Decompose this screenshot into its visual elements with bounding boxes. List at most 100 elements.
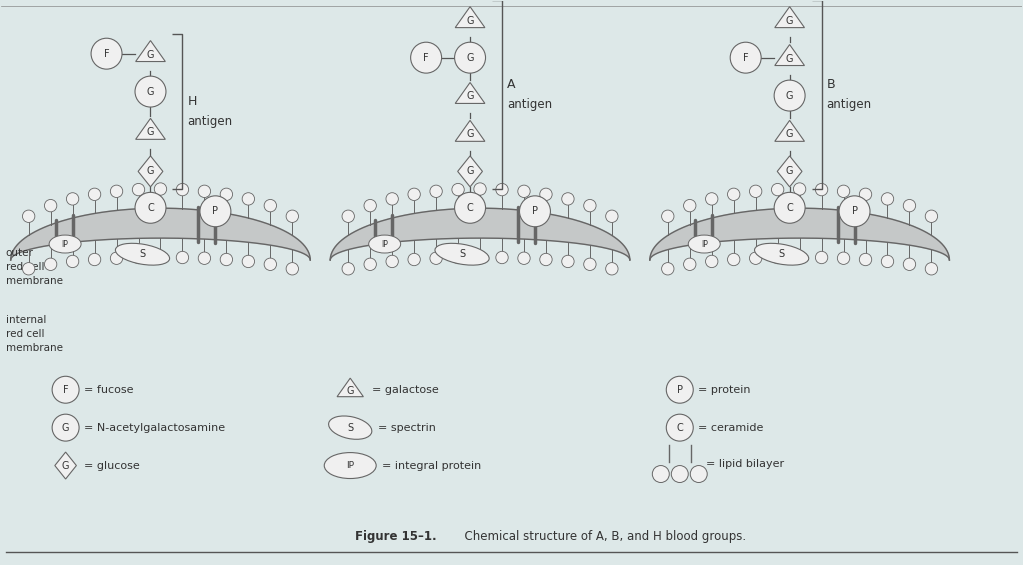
Circle shape [342,263,354,275]
Text: G: G [146,166,154,176]
Polygon shape [136,41,166,62]
Circle shape [815,251,828,264]
Circle shape [110,252,123,264]
Circle shape [88,253,100,266]
Text: F: F [743,53,749,63]
Polygon shape [774,45,804,66]
Text: Chemical structure of A, B, and H blood groups.: Chemical structure of A, B, and H blood … [457,530,746,543]
Circle shape [264,258,276,271]
Polygon shape [455,82,485,103]
Polygon shape [457,156,483,187]
Text: antigen: antigen [507,98,552,111]
Text: P: P [677,385,682,395]
Circle shape [454,192,486,223]
Text: G: G [786,90,794,101]
Text: = ceramide: = ceramide [698,423,763,433]
Circle shape [750,252,762,264]
Circle shape [666,414,694,441]
Circle shape [264,199,276,212]
Text: antigen: antigen [187,115,232,128]
Circle shape [671,466,688,483]
Text: S: S [459,249,465,259]
Text: IP: IP [346,461,354,470]
Text: = lipid bilayer: = lipid bilayer [706,459,784,468]
Circle shape [66,255,79,268]
Text: membrane: membrane [6,343,62,353]
Text: G: G [61,460,70,471]
Circle shape [135,76,166,107]
Circle shape [518,185,530,198]
Circle shape [771,184,784,196]
Ellipse shape [324,453,376,479]
Polygon shape [455,120,485,141]
Circle shape [220,188,232,201]
Text: F: F [103,49,109,59]
Circle shape [794,183,806,195]
Circle shape [662,210,674,223]
Text: C: C [787,203,793,213]
Text: antigen: antigen [827,98,872,111]
Text: H: H [187,95,196,108]
Circle shape [750,185,762,198]
Circle shape [176,184,188,196]
Circle shape [839,196,870,227]
Circle shape [474,251,486,263]
Circle shape [562,255,574,268]
Polygon shape [337,378,363,397]
Circle shape [198,185,211,198]
Text: IP: IP [382,240,388,249]
Text: red cell: red cell [6,262,44,272]
Circle shape [881,255,894,268]
Circle shape [794,251,806,263]
Ellipse shape [755,244,809,265]
Circle shape [520,196,550,227]
Circle shape [52,376,79,403]
Text: red cell: red cell [6,329,44,339]
Ellipse shape [49,235,81,253]
Text: G: G [786,129,794,140]
Circle shape [52,414,79,441]
Text: internal: internal [6,315,46,325]
Ellipse shape [368,235,401,253]
Circle shape [496,251,508,264]
Circle shape [386,193,398,205]
Circle shape [540,188,552,201]
Circle shape [154,183,167,195]
Circle shape [430,185,442,198]
Polygon shape [777,156,802,187]
Polygon shape [138,156,163,187]
Polygon shape [650,208,949,260]
Circle shape [44,258,57,271]
Circle shape [242,193,255,205]
Circle shape [198,252,211,264]
Circle shape [199,196,231,227]
Circle shape [408,188,420,201]
Text: P: P [532,206,538,216]
Text: = spectrin: = spectrin [379,423,436,433]
Circle shape [474,183,486,195]
Circle shape [286,210,299,223]
Text: C: C [676,423,683,433]
Circle shape [540,253,552,266]
Text: G: G [61,423,70,433]
Text: F: F [424,53,429,63]
Text: C: C [147,203,153,213]
Text: G: G [786,16,794,25]
Circle shape [881,193,894,205]
Text: S: S [347,423,353,433]
Circle shape [132,184,144,196]
Text: outer: outer [6,248,34,258]
Ellipse shape [435,244,489,265]
Circle shape [683,258,696,271]
Ellipse shape [116,244,170,265]
Circle shape [410,42,442,73]
Text: G: G [786,54,794,63]
Text: P: P [213,206,218,216]
Circle shape [88,188,100,201]
Circle shape [859,253,872,266]
Text: G: G [466,129,474,140]
Circle shape [430,252,442,264]
Ellipse shape [328,416,371,440]
Circle shape [666,376,694,403]
Circle shape [386,255,398,268]
